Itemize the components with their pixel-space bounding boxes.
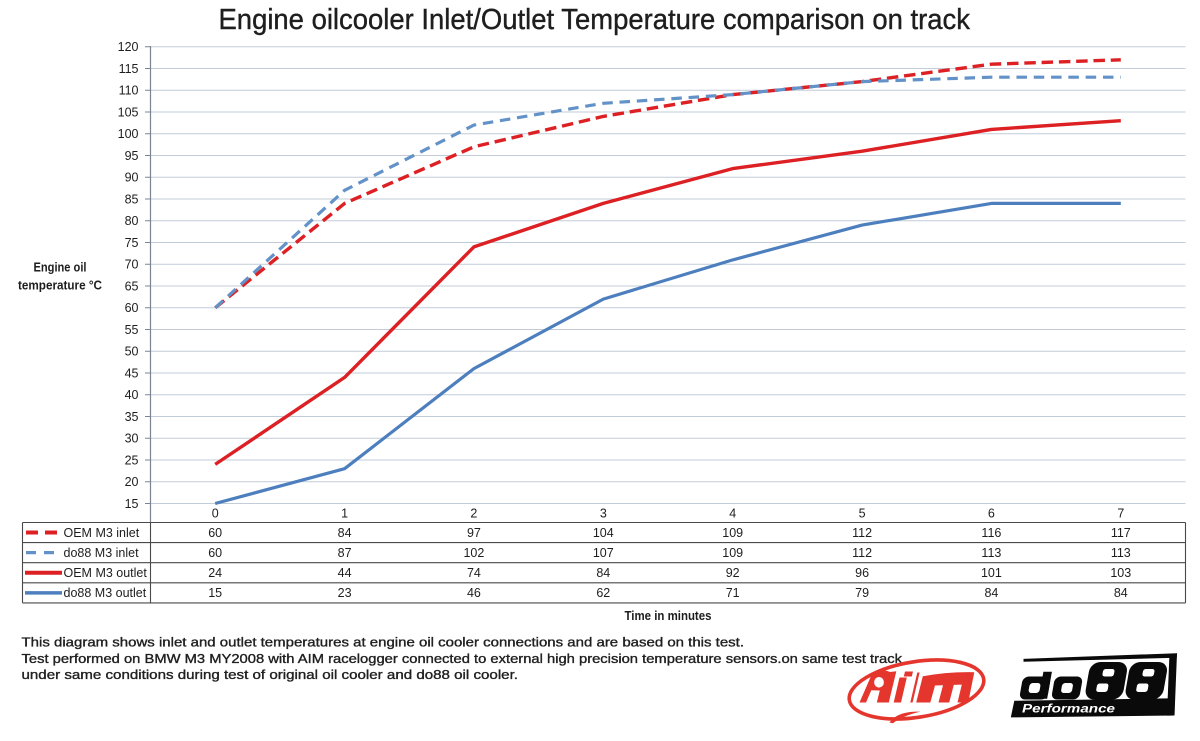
svg-text:70: 70	[125, 258, 139, 272]
svg-text:84: 84	[596, 566, 610, 580]
svg-text:112: 112	[852, 546, 872, 560]
svg-text:5: 5	[859, 507, 866, 521]
svg-text:101: 101	[981, 566, 1002, 580]
svg-text:103: 103	[1110, 566, 1131, 580]
svg-text:75: 75	[125, 236, 139, 250]
svg-text:71: 71	[726, 586, 740, 600]
svg-text:15: 15	[208, 586, 222, 600]
svg-text:84: 84	[984, 586, 998, 600]
svg-text:44: 44	[338, 566, 352, 580]
svg-text:OEM M3 outlet: OEM M3 outlet	[64, 566, 148, 580]
svg-text:85: 85	[125, 192, 139, 206]
svg-text:2: 2	[470, 507, 477, 521]
svg-text:24: 24	[208, 566, 222, 580]
svg-text:0: 0	[212, 507, 219, 521]
svg-text:62: 62	[596, 586, 610, 600]
svg-text:104: 104	[593, 526, 614, 540]
svg-text:Time in minutes: Time in minutes	[625, 608, 712, 623]
svg-text:102: 102	[463, 546, 484, 560]
svg-text:87: 87	[338, 546, 352, 560]
svg-text:74: 74	[467, 566, 481, 580]
svg-text:96: 96	[855, 566, 869, 580]
svg-text:109: 109	[722, 546, 743, 560]
svg-text:97: 97	[467, 526, 481, 540]
svg-text:under same conditions during t: under same conditions during test of ori…	[22, 667, 519, 682]
svg-text:do88 M3 outlet: do88 M3 outlet	[64, 586, 147, 600]
svg-text:25: 25	[125, 453, 139, 467]
svg-text:113: 113	[1111, 546, 1131, 560]
svg-text:65: 65	[125, 279, 139, 293]
svg-text:This diagram shows inlet and o: This diagram shows inlet and outlet temp…	[22, 635, 744, 650]
svg-text:113: 113	[981, 546, 1001, 560]
svg-text:116: 116	[981, 526, 1001, 540]
svg-text:do88 M3 inlet: do88 M3 inlet	[64, 546, 140, 560]
svg-text:46: 46	[467, 586, 481, 600]
svg-text:Engine oil: Engine oil	[34, 260, 87, 275]
svg-text:105: 105	[118, 105, 139, 119]
svg-text:60: 60	[125, 301, 139, 315]
svg-text:50: 50	[125, 345, 139, 359]
svg-text:90: 90	[125, 171, 139, 185]
svg-text:1: 1	[341, 507, 348, 521]
svg-text:110: 110	[119, 84, 139, 98]
svg-text:79: 79	[855, 586, 869, 600]
svg-text:100: 100	[118, 127, 139, 141]
svg-text:80: 80	[125, 214, 139, 228]
svg-text:30: 30	[125, 432, 139, 446]
svg-text:35: 35	[125, 410, 139, 424]
svg-text:60: 60	[208, 546, 222, 560]
svg-text:6: 6	[988, 507, 995, 521]
svg-text:40: 40	[125, 388, 139, 402]
svg-text:Performance: Performance	[1022, 701, 1115, 715]
svg-text:20: 20	[125, 475, 139, 489]
svg-text:120: 120	[118, 40, 139, 54]
svg-text:95: 95	[125, 149, 139, 163]
svg-text:109: 109	[722, 526, 743, 540]
svg-text:15: 15	[125, 497, 139, 511]
svg-text:117: 117	[1111, 526, 1131, 540]
svg-text:7: 7	[1117, 507, 1124, 521]
svg-text:112: 112	[852, 526, 872, 540]
svg-text:23: 23	[338, 586, 352, 600]
svg-text:Test performed on BMW M3 MY200: Test performed on BMW M3 MY2008 with AIM…	[22, 651, 903, 666]
svg-text:OEM M3 inlet: OEM M3 inlet	[64, 526, 140, 540]
svg-text:4: 4	[729, 507, 736, 521]
svg-text:60: 60	[208, 526, 222, 540]
svg-text:84: 84	[338, 526, 352, 540]
svg-text:3: 3	[600, 507, 607, 521]
svg-text:92: 92	[726, 566, 740, 580]
svg-text:Engine oilcooler Inlet/Outlet: Engine oilcooler Inlet/Outlet Temperatur…	[219, 4, 971, 36]
svg-text:45: 45	[125, 366, 139, 380]
svg-text:115: 115	[119, 62, 139, 76]
svg-text:temperature °C: temperature °C	[18, 278, 103, 293]
svg-text:55: 55	[125, 323, 139, 337]
svg-text:84: 84	[1114, 586, 1128, 600]
svg-text:107: 107	[593, 546, 614, 560]
